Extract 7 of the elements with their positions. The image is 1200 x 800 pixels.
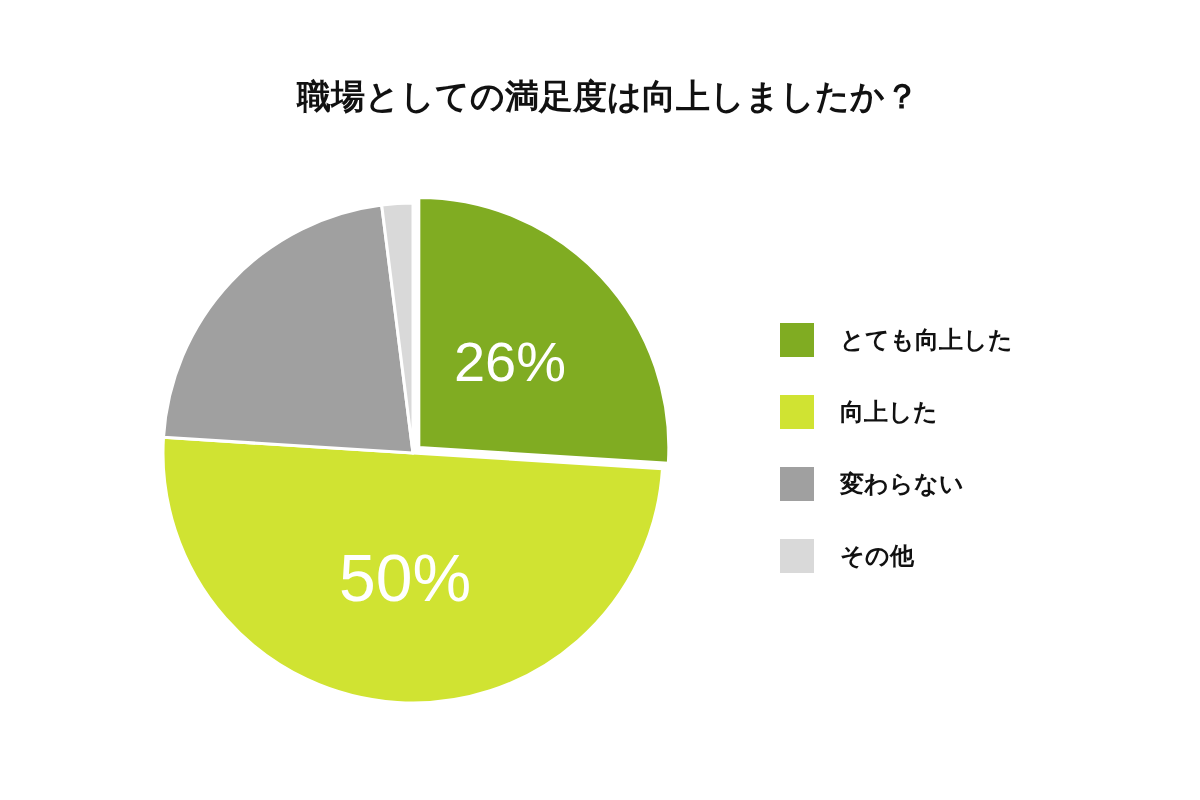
- data-label: 50%: [339, 540, 472, 615]
- legend-label: 向上した: [840, 398, 938, 426]
- legend-label: その他: [840, 542, 915, 570]
- data-label: 26%: [453, 330, 566, 394]
- legend-label: とても向上した: [840, 326, 1013, 354]
- legend-label: 変わらない: [839, 470, 964, 498]
- chart-title: 職場としての満足度は向上しましたか？: [296, 76, 919, 116]
